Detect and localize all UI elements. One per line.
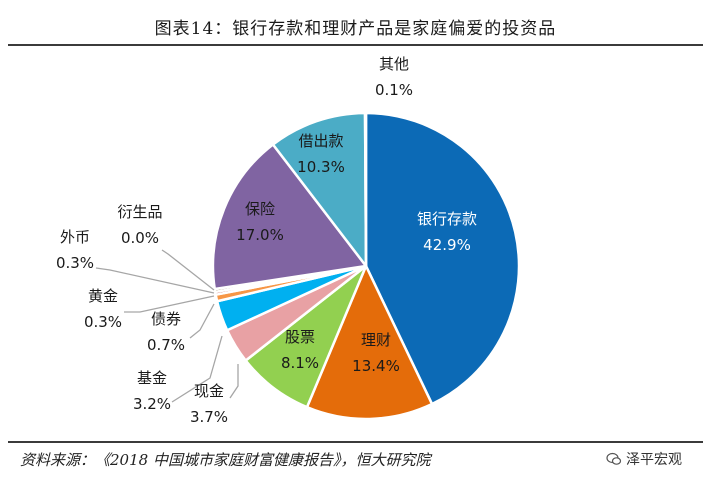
slice-label: 保险 17.0% [236,200,284,244]
leader-line [171,335,223,403]
slice-value-label: 0.3% [56,254,94,272]
leader-line [189,303,215,339]
slice-label: 银行存款 42.9% [417,210,477,254]
slice-value-label: 0.7% [147,336,185,354]
slice-value-label: 8.1% [281,354,319,372]
slice-value-label: 13.4% [352,357,400,375]
slice-category-label: 借出款 [298,132,343,150]
source-divider [8,441,703,443]
slice-label: 外币 0.3% [56,228,94,272]
slice-category-label: 现金 [194,382,224,400]
slice-label: 基金 3.2% [133,369,171,413]
leader-line [124,295,215,313]
pie-slice [363,111,368,268]
leader-line [229,364,239,399]
pie-slice [305,264,434,421]
slice-value-label: 3.2% [133,395,171,413]
slice-category-label: 衍生品 [117,203,162,221]
slice-label: 现金 3.7% [190,382,228,426]
pie-slice [271,111,368,268]
title-divider [8,44,703,46]
slice-value-label: 0.1% [375,81,413,99]
slice-category-label: 保险 [245,200,275,218]
leader-line [161,249,215,291]
slice-category-label: 其他 [379,55,409,73]
slice-label: 债券 0.7% [147,310,185,354]
slice-value-label: 3.7% [190,408,228,426]
source-note: 资料来源：《2018 中国城市家庭财富健康报告》，恒大研究院 [20,451,431,469]
slice-category-label: 黄金 [88,287,118,305]
slice-label: 股票 8.1% [281,328,319,372]
slice-value-label: 17.0% [236,226,284,244]
pie-slices [211,111,521,421]
leader-lines [95,249,239,403]
slice-label: 其他 0.1% [375,55,413,99]
slice-value-label: 10.3% [297,158,345,176]
chart-title: 图表14：银行存款和理财产品是家庭偏爱的投资品 [154,19,557,39]
watermark: 泽平宏观 [606,449,682,469]
slice-label: 衍生品 0.0% [117,203,162,247]
slice-value-label: 42.9% [423,236,471,254]
slice-category-label: 理财 [361,331,391,349]
slice-label: 黄金 0.3% [84,287,122,331]
leader-line [95,267,215,294]
slice-label: 借出款 10.3% [297,132,345,176]
slice-labels: 银行存款 42.9% 理财 13.4% 股票 8.1% 现金 3.7% 基金 3.2% 债券 0.7%… [56,55,477,426]
slice-value-label: 0.0% [121,229,159,247]
slice-category-label: 基金 [137,369,167,387]
slice-category-label: 外币 [60,228,90,246]
slice-category-label: 债券 [151,310,181,328]
slice-label: 理财 13.4% [352,331,400,375]
watermark-text: 泽平宏观 [626,452,682,468]
slice-category-label: 银行存款 [417,210,477,228]
slice-category-label: 股票 [285,328,315,346]
pie-slice [211,143,368,291]
wechat-icon [606,452,622,465]
slice-value-label: 0.3% [84,313,122,331]
pie-slice [364,111,521,406]
